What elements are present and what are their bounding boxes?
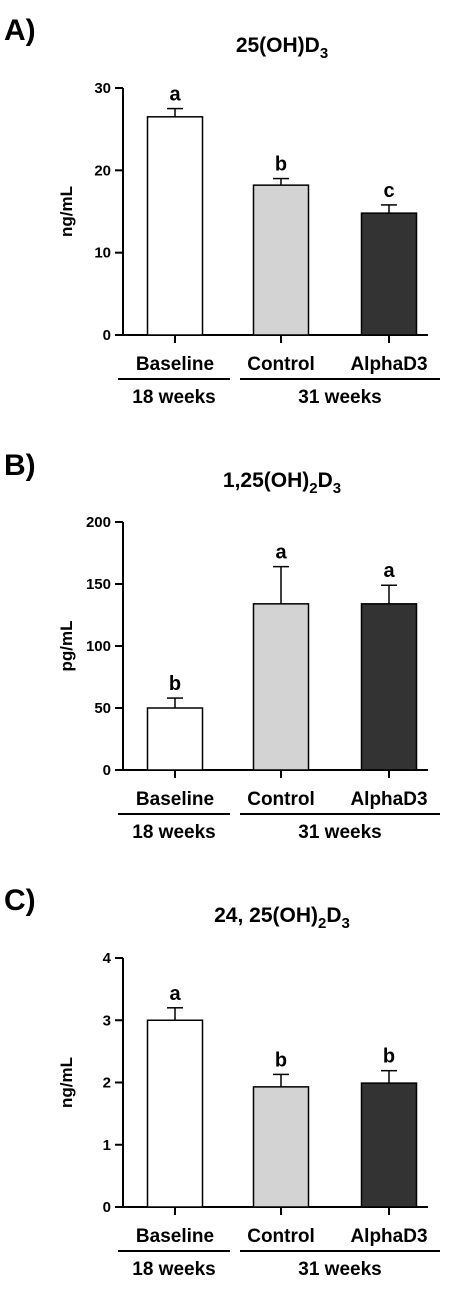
y-tick-label: 0 <box>103 762 111 779</box>
y-tick-label: 200 <box>86 514 111 531</box>
bar-control <box>252 603 310 771</box>
y-tick-label: 2 <box>103 1075 111 1092</box>
significance-label: c <box>383 180 394 202</box>
bar-control <box>252 184 310 336</box>
y-axis-label: ng/mL <box>57 186 76 237</box>
y-tick-label: 10 <box>94 245 111 262</box>
panel-label: C) <box>4 884 36 917</box>
bar-baseline <box>146 1019 204 1208</box>
bar-baseline <box>146 707 204 771</box>
significance-label: a <box>383 560 395 582</box>
group-label: 18 weeks <box>132 822 215 843</box>
significance-label: b <box>383 1046 395 1068</box>
y-tick-label: 50 <box>94 700 111 717</box>
panel-label: B) <box>4 449 36 482</box>
chart-panel-b: B) 1,25(OH)2D3 pg/mL 0 50 100 150 200 b Baseline a… <box>4 449 440 843</box>
significance-label: a <box>169 983 181 1005</box>
y-tick-label: 0 <box>103 327 111 344</box>
chart-panel-c: C) 24, 25(OH)2D3 ng/mL 0 1 2 3 4 a Baseline b Contr… <box>4 884 440 1280</box>
y-tick-label: 20 <box>94 162 111 179</box>
group-label: 31 weeks <box>298 387 381 408</box>
significance-label: a <box>275 542 287 564</box>
significance-label: b <box>275 1049 287 1071</box>
chart-title: 24, 25(OH)2D3 <box>214 904 350 932</box>
x-tick-label: Control <box>247 789 315 810</box>
y-tick-label: 0 <box>103 1199 111 1216</box>
y-axis-label: pg/mL <box>57 621 76 672</box>
x-tick-label: Control <box>247 354 315 375</box>
y-tick-label: 150 <box>86 576 111 593</box>
y-tick-label: 100 <box>86 638 111 655</box>
bar-alphad3 <box>360 1082 418 1208</box>
y-tick-label: 4 <box>103 950 112 967</box>
panel-label: A) <box>4 14 36 47</box>
significance-label: b <box>169 673 181 695</box>
bar-control <box>252 1086 310 1208</box>
x-tick-label: AlphaD3 <box>350 1226 427 1247</box>
x-tick-label: Baseline <box>136 1226 214 1247</box>
x-tick-label: Control <box>247 1226 315 1247</box>
bar-alphad3 <box>360 603 418 771</box>
group-label: 31 weeks <box>298 1259 381 1280</box>
x-tick-label: Baseline <box>136 789 214 810</box>
significance-label: b <box>275 154 287 176</box>
group-label: 18 weeks <box>132 1259 215 1280</box>
bar-baseline <box>146 116 204 336</box>
y-tick-label: 1 <box>103 1137 111 1154</box>
group-label: 18 weeks <box>132 387 215 408</box>
x-tick-label: AlphaD3 <box>350 354 427 375</box>
x-tick-label: Baseline <box>136 354 214 375</box>
chart-panel-a: A) 25(OH)D3 ng/mL 0 10 20 30 a Baseline b Control c… <box>4 14 440 408</box>
y-tick-label: 3 <box>103 1012 111 1029</box>
group-label: 31 weeks <box>298 822 381 843</box>
chart-title: 25(OH)D3 <box>236 34 328 62</box>
bar-alphad3 <box>360 212 418 336</box>
y-axis-label: ng/mL <box>57 1057 76 1108</box>
y-tick-label: 30 <box>94 80 111 97</box>
x-tick-label: AlphaD3 <box>350 789 427 810</box>
chart-title: 1,25(OH)2D3 <box>223 469 341 497</box>
significance-label: a <box>169 84 181 106</box>
